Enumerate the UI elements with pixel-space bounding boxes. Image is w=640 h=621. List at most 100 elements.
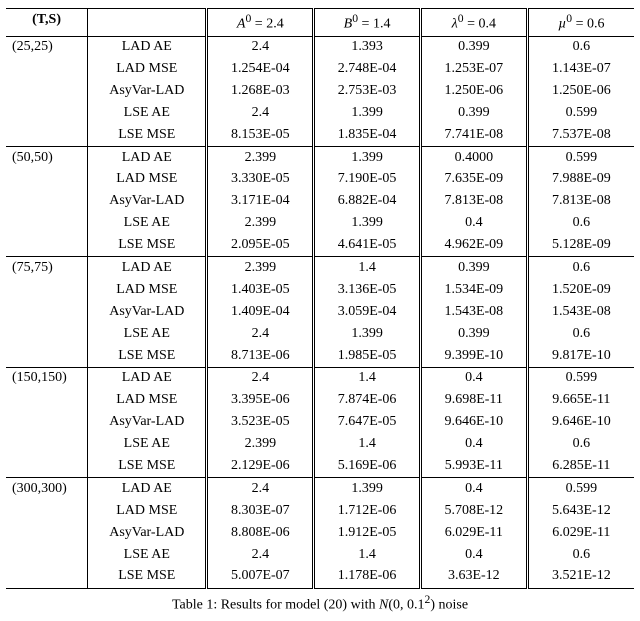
value-cell: 7.537E-08 — [527, 124, 634, 146]
row-label: AsyVar-LAD — [88, 80, 207, 102]
value-cell: 1.399 — [314, 213, 421, 235]
table-row: (50,50)LAD AE2.3991.3990.40000.599 — [6, 147, 634, 169]
header-param-mu: µ0 = 0.6 — [527, 9, 634, 37]
table-row: (25,25)LAD AE2.41.3930.3990.6 — [6, 36, 634, 58]
value-cell: 8.153E-05 — [207, 124, 314, 146]
value-cell: 1.178E-06 — [314, 566, 421, 588]
row-label: LAD MSE — [88, 390, 207, 412]
value-cell: 6.882E-04 — [314, 191, 421, 213]
value-cell: 0.6 — [527, 323, 634, 345]
value-cell: 2.129E-06 — [207, 455, 314, 477]
value-cell: 1.403E-05 — [207, 279, 314, 301]
row-label: AsyVar-LAD — [88, 191, 207, 213]
value-cell: 0.599 — [527, 478, 634, 500]
value-cell: 0.599 — [527, 367, 634, 389]
value-cell: 1.399 — [314, 323, 421, 345]
value-cell: 0.6 — [527, 544, 634, 566]
row-label: LSE AE — [88, 434, 207, 456]
value-cell: 3.136E-05 — [314, 279, 421, 301]
table-head: (T,S) A0 = 2.4 B0 = 1.4 λ0 = 0.4 µ0 = 0.… — [6, 9, 634, 37]
value-cell: 0.399 — [420, 36, 527, 58]
row-label: LSE AE — [88, 544, 207, 566]
var: B — [344, 16, 353, 31]
value-cell: 0.599 — [527, 102, 634, 124]
table-row: LAD MSE8.303E-071.712E-065.708E-125.643E… — [6, 500, 634, 522]
table-row: LSE AE2.41.40.40.6 — [6, 544, 634, 566]
value-cell: 6.029E-11 — [420, 522, 527, 544]
row-label: LAD MSE — [88, 169, 207, 191]
value-cell: 3.63E-12 — [420, 566, 527, 588]
row-label: LAD MSE — [88, 58, 207, 80]
header-ts: (T,S) — [6, 9, 88, 37]
value-cell: 1.912E-05 — [314, 522, 421, 544]
table-body: (25,25)LAD AE2.41.3930.3990.6LAD MSE1.25… — [6, 36, 634, 588]
value-cell: 0.6 — [527, 36, 634, 58]
value-cell: 2.748E-04 — [314, 58, 421, 80]
value-cell: 3.395E-06 — [207, 390, 314, 412]
table-row: LSE MSE2.095E-054.641E-054.962E-095.128E… — [6, 235, 634, 257]
value-cell: 1.143E-07 — [527, 58, 634, 80]
value-cell: 2.4 — [207, 544, 314, 566]
value-cell: 1.399 — [314, 147, 421, 169]
value-cell: 1.985E-05 — [314, 345, 421, 367]
row-label: LSE MSE — [88, 124, 207, 146]
table-row: (300,300)LAD AE2.41.3990.40.599 — [6, 478, 634, 500]
table-row: AsyVar-LAD8.808E-061.912E-056.029E-116.0… — [6, 522, 634, 544]
value-cell: 0.6 — [527, 213, 634, 235]
table-row: AsyVar-LAD3.523E-057.647E-059.646E-109.6… — [6, 412, 634, 434]
value-cell: 1.835E-04 — [314, 124, 421, 146]
table-row: LAD MSE3.330E-057.190E-057.635E-097.988E… — [6, 169, 634, 191]
value-cell: 3.521E-12 — [527, 566, 634, 588]
value-cell: 2.399 — [207, 434, 314, 456]
table-row: LSE MSE8.153E-051.835E-047.741E-087.537E… — [6, 124, 634, 146]
value-cell: 8.808E-06 — [207, 522, 314, 544]
value-cell: 2.4 — [207, 36, 314, 58]
table-row: LSE MSE5.007E-071.178E-063.63E-123.521E-… — [6, 566, 634, 588]
value-cell: 1.543E-08 — [420, 301, 527, 323]
value-cell: 2.095E-05 — [207, 235, 314, 257]
table-caption: Table 1: Results for model (20) with N(0… — [6, 589, 634, 614]
row-label: AsyVar-LAD — [88, 301, 207, 323]
value-cell: 7.813E-08 — [527, 191, 634, 213]
value-cell: 9.817E-10 — [527, 345, 634, 367]
value-cell: 0.399 — [420, 323, 527, 345]
value-cell: 7.635E-09 — [420, 169, 527, 191]
ts-cell: (150,150) — [6, 367, 88, 477]
table-row: LSE AE2.41.3990.3990.6 — [6, 323, 634, 345]
value-cell: 8.303E-07 — [207, 500, 314, 522]
value-cell: 7.190E-05 — [314, 169, 421, 191]
value-cell: 2.4 — [207, 102, 314, 124]
table-row: LSE MSE2.129E-065.169E-065.993E-116.285E… — [6, 455, 634, 477]
value-cell: 3.330E-05 — [207, 169, 314, 191]
value-cell: 7.874E-06 — [314, 390, 421, 412]
row-label: LAD AE — [88, 478, 207, 500]
table-row: AsyVar-LAD1.268E-032.753E-031.250E-061.2… — [6, 80, 634, 102]
ts-cell: (50,50) — [6, 147, 88, 257]
value-cell: 5.708E-12 — [420, 500, 527, 522]
value-cell: 6.285E-11 — [527, 455, 634, 477]
value-cell: 1.4 — [314, 367, 421, 389]
value-cell: 1.250E-06 — [527, 80, 634, 102]
eq: = 0.4 — [464, 16, 496, 31]
value-cell: 1.543E-08 — [527, 301, 634, 323]
value-cell: 9.698E-11 — [420, 390, 527, 412]
header-param-lambda: λ0 = 0.4 — [420, 9, 527, 37]
row-label: LAD AE — [88, 36, 207, 58]
row-label: LAD AE — [88, 257, 207, 279]
table-row: LSE AE2.3991.3990.40.6 — [6, 213, 634, 235]
value-cell: 2.4 — [207, 478, 314, 500]
value-cell: 7.647E-05 — [314, 412, 421, 434]
value-cell: 0.4 — [420, 213, 527, 235]
table-row: LAD MSE1.254E-042.748E-041.253E-071.143E… — [6, 58, 634, 80]
value-cell: 1.520E-09 — [527, 279, 634, 301]
header-param-B: B0 = 1.4 — [314, 9, 421, 37]
value-cell: 1.712E-06 — [314, 500, 421, 522]
table-row: AsyVar-LAD3.171E-046.882E-047.813E-087.8… — [6, 191, 634, 213]
row-label: LSE AE — [88, 213, 207, 235]
value-cell: 2.399 — [207, 257, 314, 279]
caption-suffix: noise — [435, 597, 468, 612]
value-cell: 1.409E-04 — [207, 301, 314, 323]
table-row: AsyVar-LAD1.409E-043.059E-041.543E-081.5… — [6, 301, 634, 323]
value-cell: 5.007E-07 — [207, 566, 314, 588]
caption-dist: N — [379, 597, 388, 612]
